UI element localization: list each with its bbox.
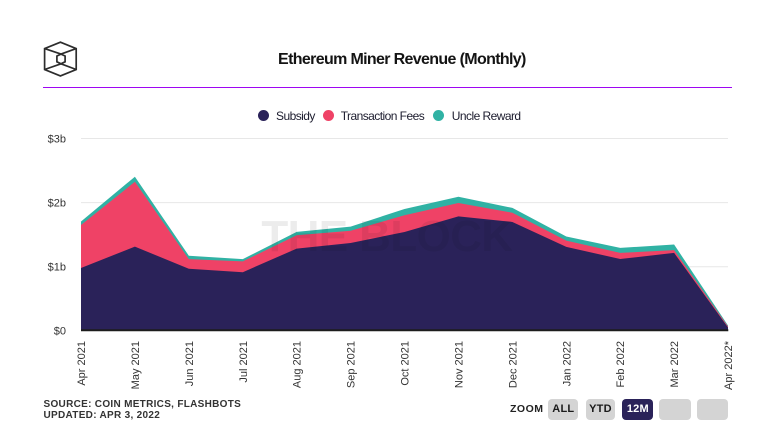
svg-text:Jun 2021: Jun 2021 [184, 341, 196, 386]
svg-text:Jul 2021: Jul 2021 [238, 341, 250, 383]
svg-text:THE BLOCK: THE BLOCK [261, 212, 513, 261]
svg-text:Apr 2021: Apr 2021 [76, 341, 88, 386]
svg-text:Aug 2021: Aug 2021 [292, 341, 304, 388]
svg-text:$3b: $3b [48, 133, 66, 145]
svg-text:$1b: $1b [48, 262, 66, 274]
svg-text:Feb 2022: Feb 2022 [615, 341, 627, 387]
svg-text:Nov 2021: Nov 2021 [453, 341, 465, 388]
svg-text:Sep 2021: Sep 2021 [346, 341, 358, 388]
svg-text:Dec 2021: Dec 2021 [507, 341, 519, 388]
svg-text:Apr 2022*: Apr 2022* [723, 340, 735, 390]
svg-text:$2b: $2b [48, 197, 66, 209]
svg-text:$0: $0 [54, 326, 66, 338]
svg-text:May 2021: May 2021 [130, 341, 142, 389]
svg-text:Mar 2022: Mar 2022 [669, 341, 681, 387]
svg-text:Oct 2021: Oct 2021 [400, 341, 412, 386]
svg-text:Jan 2022: Jan 2022 [561, 341, 573, 386]
